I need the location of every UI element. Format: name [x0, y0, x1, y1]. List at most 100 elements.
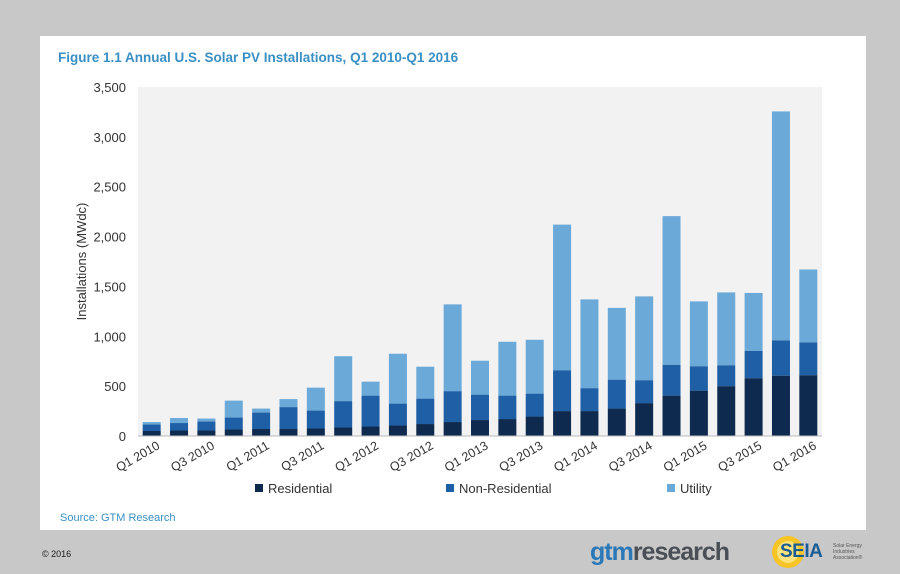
bar-non-residential: [635, 380, 654, 404]
bar-utility: [252, 408, 271, 413]
bar-utility: [498, 341, 517, 396]
bar-utility: [471, 360, 489, 395]
legend-swatch: [255, 484, 263, 492]
bar-residential: [334, 427, 353, 436]
legend-swatch: [446, 484, 454, 492]
x-tick-label: Q3 2012: [387, 438, 436, 474]
bar-residential: [142, 431, 161, 436]
bar-non-residential: [525, 393, 544, 417]
x-tick-label: Q1 2015: [661, 438, 710, 474]
bar-residential: [799, 375, 818, 436]
gtm-logo-part2: research: [632, 538, 730, 566]
seia-logo-text: SEIA: [780, 541, 823, 562]
gtm-research-logo: gtmresearch: [590, 538, 730, 567]
bar-residential: [388, 425, 407, 436]
bar-utility: [662, 216, 681, 365]
bar-residential: [744, 378, 763, 436]
x-tick-label: Q1 2011: [224, 438, 272, 474]
bar-non-residential: [717, 365, 736, 387]
bar-non-residential: [689, 366, 708, 391]
x-tick-label: Q3 2014: [606, 438, 655, 474]
bar-non-residential: [443, 391, 462, 423]
bar-non-residential: [416, 398, 435, 425]
copyright: © 2016: [42, 549, 72, 559]
y-tick-label: 2,000: [93, 230, 126, 245]
bar-utility: [799, 269, 818, 343]
bar-non-residential: [142, 424, 161, 432]
bar-residential: [416, 424, 435, 436]
bar-utility: [635, 296, 654, 381]
bar-residential: [635, 403, 654, 436]
bar-non-residential: [553, 370, 572, 412]
x-tick-label: Q3 2013: [497, 438, 546, 474]
bar-residential: [525, 416, 544, 436]
y-tick-label: 3,000: [93, 130, 126, 145]
bar-residential: [498, 419, 517, 436]
bar-utility: [443, 304, 462, 392]
x-tick-label: Q1 2014: [551, 438, 600, 474]
x-tick-label: Q3 2015: [716, 438, 765, 474]
bar-residential: [197, 430, 216, 436]
sun-icon: [772, 536, 804, 568]
bar-utility: [525, 339, 544, 394]
bar-utility: [170, 418, 189, 424]
source-note: Source: GTM Research: [60, 512, 176, 524]
bar-residential: [662, 395, 681, 436]
x-tick-label: Q3 2010: [168, 438, 217, 474]
bar-residential: [170, 430, 189, 436]
x-tick-label: Q3 2011: [279, 438, 327, 474]
bar-utility: [142, 422, 161, 425]
legend-swatch: [667, 484, 675, 492]
bar-utility: [744, 292, 763, 351]
bar-non-residential: [471, 394, 489, 421]
y-tick-label: 0: [119, 429, 126, 444]
bar-residential: [279, 429, 298, 436]
bar-utility: [197, 418, 216, 422]
bar-utility: [388, 353, 407, 404]
bar-utility: [279, 399, 298, 408]
x-tick-label: Q1 2016: [770, 438, 819, 474]
bar-utility: [607, 307, 626, 380]
bar-residential: [224, 429, 243, 436]
bar-non-residential: [279, 407, 298, 430]
bar-utility: [553, 224, 572, 371]
bar-non-residential: [771, 340, 790, 376]
bar-residential: [252, 429, 271, 436]
chart-title: Figure 1.1 Annual U.S. Solar PV Installa…: [58, 50, 459, 65]
bar-utility: [361, 381, 380, 396]
legend-label: Utility: [680, 481, 712, 496]
bar-residential: [689, 390, 708, 436]
y-tick-label: 500: [104, 379, 126, 394]
y-tick-label: 1,500: [93, 279, 126, 294]
bar-utility: [416, 366, 435, 399]
bar-non-residential: [607, 379, 626, 409]
bar-residential: [580, 411, 599, 436]
y-axis-label: Installations (MWdc): [74, 203, 89, 321]
bar-non-residential: [388, 403, 407, 426]
bar-non-residential: [361, 395, 380, 427]
bar-residential: [306, 428, 325, 436]
bar-non-residential: [224, 417, 243, 430]
bar-non-residential: [799, 342, 818, 376]
bar-non-residential: [306, 410, 325, 429]
seia-logo: SEIA Solar Energy Industries Association…: [770, 534, 870, 570]
y-tick-label: 3,500: [93, 80, 126, 95]
bar-utility: [771, 111, 790, 341]
bar-residential: [553, 411, 572, 436]
bar-utility: [306, 387, 325, 411]
bar-residential: [771, 375, 790, 436]
bar-non-residential: [334, 401, 353, 428]
x-tick-label: Q1 2012: [333, 438, 382, 474]
bar-non-residential: [197, 421, 216, 431]
bar-non-residential: [498, 395, 517, 420]
bar-non-residential: [744, 350, 763, 379]
bar-utility: [689, 301, 708, 367]
bar-non-residential: [580, 388, 599, 412]
y-tick-label: 1,000: [93, 329, 126, 344]
bar-residential: [717, 386, 736, 436]
legend-label: Non-Residential: [459, 481, 552, 496]
y-tick-label: 2,500: [93, 180, 126, 195]
seia-logo-subtitle: Solar Energy Industries Association®: [833, 543, 863, 561]
legend-label: Residential: [268, 481, 332, 496]
